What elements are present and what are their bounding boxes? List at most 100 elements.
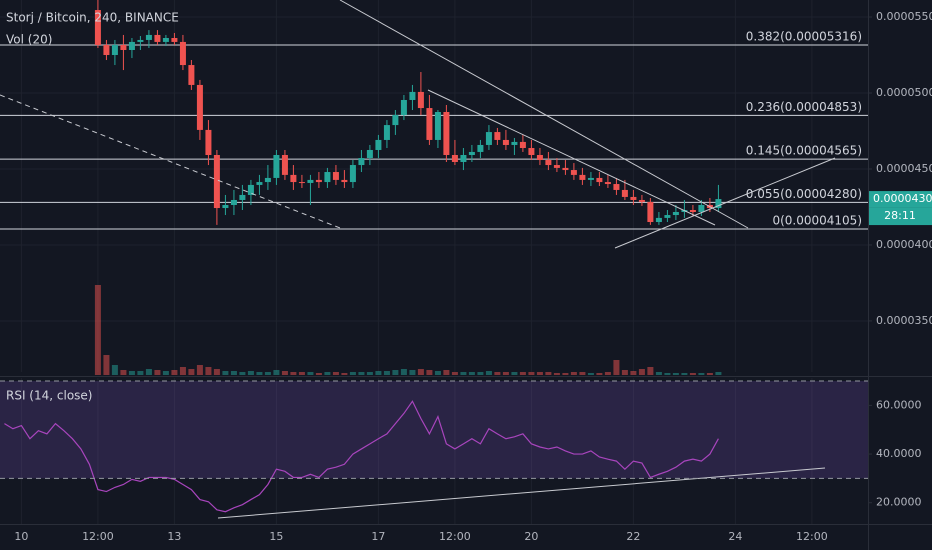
volume-bar [247,371,254,375]
fib-label: 0.055(0.00004280) [746,187,862,201]
volume-bar [154,370,161,375]
volume-bar [647,367,654,375]
fib-label: 0(0.00004105) [772,214,862,228]
volume-bar [477,372,484,375]
candle-body [103,44,110,56]
volume-bar [392,370,399,375]
x-tick-label: 13 [167,530,181,543]
candle-body [579,174,586,180]
volume-bar [570,372,577,375]
volume-bar [468,372,475,375]
candle-body [264,177,271,183]
candle-body [111,44,118,56]
candle-body [613,184,620,190]
rsi-band [0,381,868,479]
candle-body [587,177,594,180]
candle-body [247,184,254,195]
volume-bar [451,372,458,375]
candle-body [647,201,654,223]
candle-body [434,111,441,140]
countdown: 28:11 [884,209,916,222]
volume-bar [111,365,118,375]
volume-bar [426,370,433,375]
volume-bar [315,373,322,375]
volume-bar [562,373,569,375]
trend-line [614,157,836,249]
candle-body [553,165,560,168]
volume-bar [638,369,645,375]
volume-bar [655,372,662,375]
candle-body [358,158,365,166]
volume-bar [485,371,492,375]
countdown-box [869,207,932,226]
candle-body [315,179,322,183]
candle-body [341,179,348,183]
volume-bar [307,372,314,375]
trend-line [0,94,341,229]
candle-body [171,37,178,42]
candle-body [154,34,161,42]
x-tick-label: 20 [524,530,538,543]
candle-body [349,165,356,183]
volume-bar [434,371,441,375]
volume-bar [94,285,101,375]
volume-bar [553,373,560,375]
rsi-label: RSI (14, close) [6,389,92,403]
candle-body [162,37,169,42]
volume-bar [205,367,212,375]
rsi-pane [4,400,719,513]
candle-body [638,199,645,202]
x-tick-label: 12:00 [796,530,828,543]
volume-bar [120,370,127,375]
volume-bar [298,372,305,375]
volume-bar [341,373,348,375]
rsi-tick-label: 40.0000 [876,447,922,460]
candle-body [596,177,603,183]
candle-body [375,139,382,150]
candle-body [672,211,679,216]
drawings [0,0,836,519]
candle-body [698,204,705,212]
volume-bar [545,372,552,375]
candle-body [409,91,416,100]
volume-bar [681,373,688,375]
x-tick-label: 12:00 [439,530,471,543]
candle-body [281,155,288,175]
volume-bar [519,372,526,375]
candle-body [689,210,696,212]
x-tick-label: 12:00 [82,530,114,543]
fib-label: 0.382(0.00005316) [746,29,862,43]
candle-body [332,172,339,180]
candle-body [290,174,297,183]
y-tick-label: 0.00005000 [876,86,932,99]
volume-bar [290,372,297,375]
volume-bar [324,372,331,375]
volume-bar [239,372,246,375]
x-tick-label: 22 [626,530,640,543]
y-tick-label: 0.00004500 [876,162,932,175]
candle-body [120,44,127,50]
volume-bar [349,372,356,375]
candle-body [545,160,552,166]
candle-body [604,182,611,185]
fib-label: 0.145(0.00004565) [746,144,862,158]
y-tick-label: 0.00003500 [876,314,932,327]
volume-bar [536,372,543,375]
rsi-tick-label: 60.0000 [876,398,922,411]
candle-body [196,84,203,130]
volume-bar [179,367,186,375]
candle-body [570,170,577,175]
volume-bar [587,373,594,375]
volume-bar [596,373,603,375]
volume-bar [630,371,637,375]
candle-body [511,141,518,145]
candle-body [307,179,314,183]
volume-bar [698,373,705,375]
candle-body [188,65,195,85]
y-tick-label: 0.00005500 [876,10,932,23]
volume-bar [375,371,382,375]
volume-bar [604,372,611,375]
volume-bar [528,372,535,375]
